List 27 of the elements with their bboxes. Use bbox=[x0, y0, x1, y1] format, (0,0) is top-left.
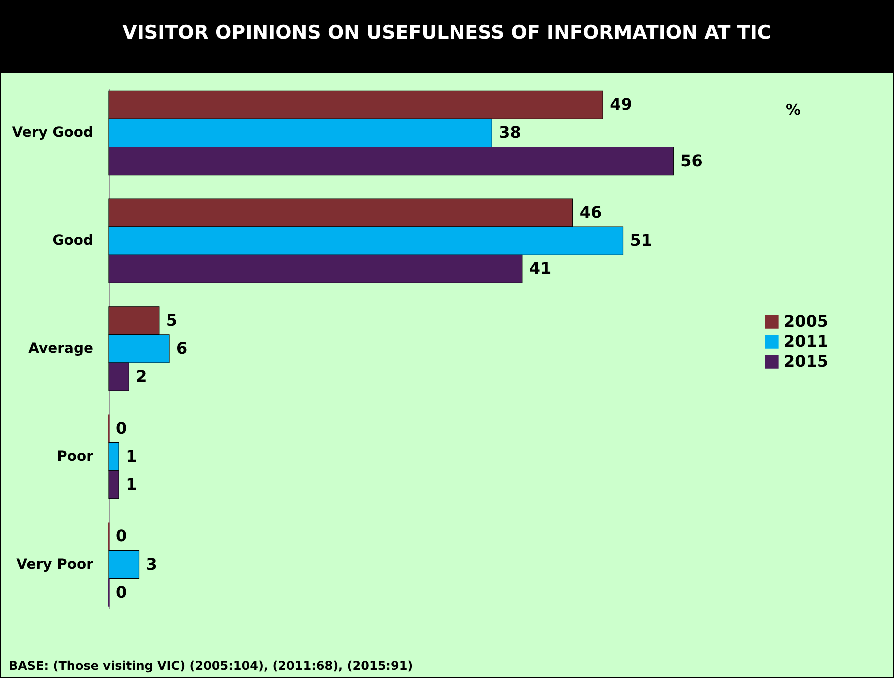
y-tick-label: Average bbox=[28, 341, 94, 357]
data-label: 46 bbox=[580, 203, 602, 222]
y-tick-label: Very Poor bbox=[16, 556, 94, 573]
y-tick-label: Good bbox=[52, 233, 94, 250]
chart-title: VISITOR OPINIONS ON USEFULNESS OF INFORMATION AT TIC bbox=[1, 1, 893, 73]
y-tick-label: Poor bbox=[57, 448, 94, 465]
data-label: 51 bbox=[630, 231, 653, 250]
y-tick-label: Very Good bbox=[12, 125, 94, 142]
legend-label: 2015 bbox=[784, 352, 829, 371]
data-label: 1 bbox=[126, 474, 138, 494]
text: % bbox=[786, 101, 802, 119]
data-label: 0 bbox=[116, 582, 128, 602]
data-label: 2 bbox=[136, 367, 148, 386]
data-label: 49 bbox=[610, 95, 632, 114]
legend-label: 2011 bbox=[784, 332, 829, 351]
data-label: 5 bbox=[166, 310, 178, 330]
legend-label: 2005 bbox=[784, 312, 829, 331]
text: BASE: (Those visiting VIC) (2005:104), (2011:68), (2015:91) bbox=[9, 659, 414, 673]
data-label: 41 bbox=[529, 259, 552, 278]
bar bbox=[108, 550, 140, 580]
data-label: 38 bbox=[499, 123, 522, 142]
data-label: 1 bbox=[126, 446, 138, 466]
data-label: 0 bbox=[116, 418, 128, 438]
data-label: 0 bbox=[116, 526, 128, 546]
data-label: 56 bbox=[680, 151, 703, 170]
data-label: 3 bbox=[146, 554, 158, 574]
data-label: 6 bbox=[176, 339, 188, 358]
